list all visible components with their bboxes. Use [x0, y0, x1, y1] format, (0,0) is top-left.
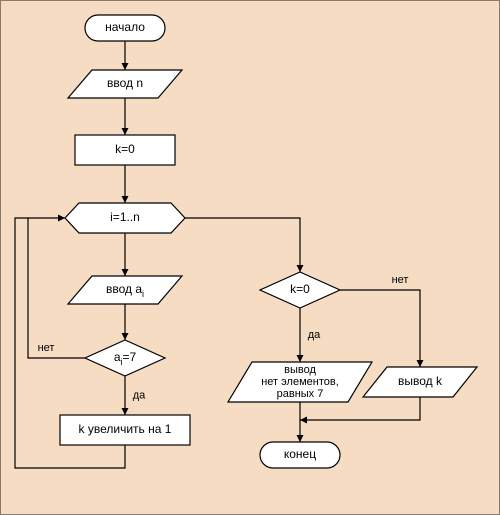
svg-text:начало: начало	[105, 20, 145, 34]
svg-text:нет: нет	[392, 274, 409, 286]
node-end: конец	[260, 442, 340, 468]
svg-text:k увеличить на 1: k увеличить на 1	[79, 422, 172, 436]
svg-text:ввод n: ввод n	[107, 76, 143, 90]
svg-text:i=1..n: i=1..n	[110, 210, 140, 224]
svg-text:нет: нет	[38, 342, 55, 354]
svg-text:вывод: вывод	[284, 364, 316, 376]
svg-text:да: да	[133, 389, 146, 401]
flowchart: данетданет началоввод nk=0i=1..nввод aia…	[0, 0, 500, 515]
node-out_none: выводнет элементов,равных 7	[228, 362, 372, 402]
svg-text:конец: конец	[284, 447, 316, 461]
svg-text:k=0: k=0	[115, 142, 135, 156]
node-k0: k=0	[75, 135, 175, 165]
svg-text:нет элементов,: нет элементов,	[261, 376, 339, 388]
svg-text:k=0: k=0	[290, 282, 310, 296]
svg-text:вывод k: вывод k	[398, 374, 443, 388]
node-incr: k увеличить на 1	[60, 415, 190, 445]
node-start: начало	[85, 15, 165, 41]
svg-text:равных 7: равных 7	[277, 388, 324, 400]
svg-text:да: да	[308, 329, 321, 341]
node-loop: i=1..n	[65, 203, 185, 233]
